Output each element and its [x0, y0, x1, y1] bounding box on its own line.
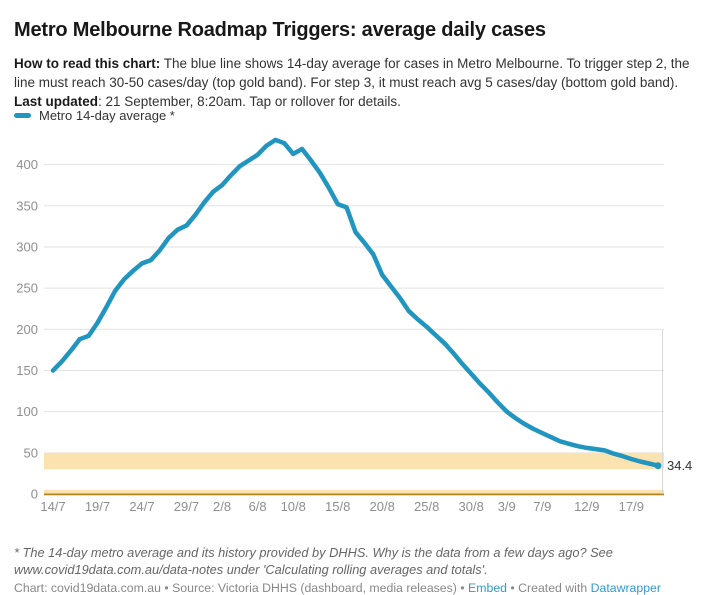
x-tick-label: 2/8: [213, 499, 231, 514]
metro-average-line: [50, 137, 661, 468]
chart-area: 0 50 100 150 200 250 300 350 400 14/7 19/7 24/7 29/7…: [0, 128, 702, 520]
y-tick-label: 200: [16, 322, 38, 337]
legend-label: Metro 14-day average *: [39, 108, 175, 123]
x-tick-label: 3/9: [498, 499, 516, 514]
text-segment: • Created with: [507, 581, 591, 595]
y-tick-label: 100: [16, 404, 38, 419]
footer: Chart: covid19data.com.au • Source: Vict…: [14, 581, 692, 595]
x-tick-label: 30/8: [459, 499, 484, 514]
y-tick-label: 350: [16, 198, 38, 213]
x-tick-label: 12/9: [574, 499, 599, 514]
footer-link[interactable]: Datawrapper: [590, 581, 661, 595]
x-tick-label: 17/9: [619, 499, 644, 514]
x-tick-label: 25/8: [414, 499, 439, 514]
y-tick-label: 250: [16, 281, 38, 296]
x-tick-label: 24/7: [129, 499, 154, 514]
text-segment: Last updated: [14, 93, 99, 109]
text-segment: Chart: covid19data.com.au: [14, 581, 161, 595]
text-segment: The blue line shows 14-day average for c…: [14, 55, 690, 90]
x-tick-label: 7/9: [533, 499, 551, 514]
y-tick-label: 0: [31, 487, 38, 502]
text-segment: •: [456, 581, 469, 595]
legend-line-swatch: [14, 113, 31, 118]
x-tick-label: 15/8: [325, 499, 350, 514]
x-axis-baseline: [44, 493, 664, 496]
y-tick-label: 150: [16, 363, 38, 378]
x-tick-label: 6/8: [249, 499, 267, 514]
page-title: Metro Melbourne Roadmap Triggers: averag…: [14, 19, 546, 42]
footer-link[interactable]: Embed: [468, 581, 507, 595]
line-end-dot: [654, 462, 662, 470]
text-segment: How to read this chart:: [14, 55, 161, 71]
x-tick-label: 14/7: [40, 499, 65, 514]
text-segment: Source: Victoria DHHS (dashboard, media …: [172, 581, 457, 595]
x-tick-label: 20/8: [370, 499, 395, 514]
gold-band-step3: [44, 489, 664, 494]
chart-description: How to read this chart: The blue line sh…: [14, 54, 692, 111]
x-tick-label: 10/8: [281, 499, 306, 514]
text-segment: •: [160, 581, 173, 595]
y-tick-label: 50: [24, 445, 38, 460]
gold-band-step2: [44, 452, 664, 470]
legend: Metro 14-day average *: [14, 108, 175, 123]
text-segment: : 21 September, 8:20am. Tap or rollover …: [98, 93, 401, 109]
footnote: * The 14-day metro average and its histo…: [14, 544, 613, 577]
x-tick-label: 19/7: [85, 499, 110, 514]
y-tick-label: 400: [16, 157, 38, 172]
end-value-label: 34.4: [667, 458, 692, 473]
line-chart-svg[interactable]: 0 50 100 150 200 250 300 350 400 14/7 19/7 24/7 29/7…: [0, 128, 702, 520]
x-tick-label: 29/7: [174, 499, 199, 514]
y-tick-label: 300: [16, 239, 38, 254]
